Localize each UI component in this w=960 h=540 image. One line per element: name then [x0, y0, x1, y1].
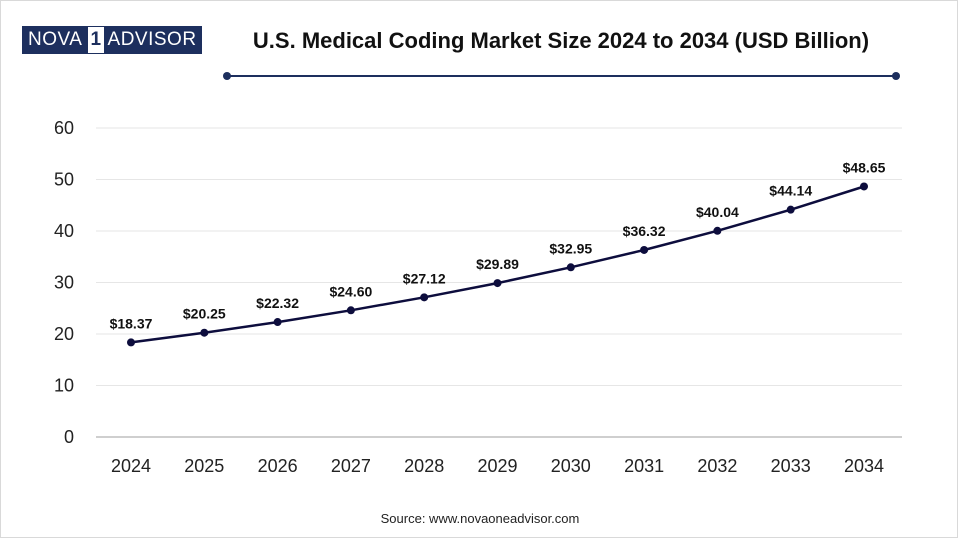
data-points — [127, 182, 868, 347]
data-label-2025: $20.25 — [183, 306, 226, 322]
y-tick-label: 20 — [54, 324, 74, 344]
data-label-2029: $29.89 — [476, 256, 519, 272]
data-point-2031 — [640, 245, 649, 254]
x-tick-label: 2032 — [697, 456, 737, 476]
logo-text-advisor: ADVISOR — [104, 27, 201, 53]
x-tick-label: 2033 — [771, 456, 811, 476]
x-tick-label: 2024 — [111, 456, 151, 476]
x-tick-label: 2034 — [844, 456, 884, 476]
x-tick-label: 2026 — [258, 456, 298, 476]
nova-one-advisor-logo: NOVA 1 ADVISOR — [22, 26, 202, 54]
logo-text-one: 1 — [87, 27, 105, 53]
data-label-2028: $27.12 — [403, 270, 446, 286]
y-tick-label: 50 — [54, 170, 74, 190]
data-label-2026: $22.32 — [256, 295, 299, 311]
data-point-2032 — [713, 226, 722, 235]
data-point-2026 — [273, 318, 282, 327]
x-tick-label: 2027 — [331, 456, 371, 476]
data-point-2030 — [566, 263, 575, 272]
data-point-2034 — [860, 182, 868, 191]
data-labels: $18.37 $20.25 $22.32 $24.60 $27.12 $29.89 $32.… — [110, 159, 886, 331]
x-axis: 2024 2025 2026 2027 2028 2029 2030 2031 2032 2033… — [111, 456, 884, 476]
data-label-2034: $48.65 — [843, 159, 886, 175]
chart-title: U.S. Medical Coding Market Size 2024 to … — [252, 28, 870, 53]
y-tick-label: 10 — [54, 376, 74, 396]
y-tick-label: 40 — [54, 221, 74, 241]
x-tick-label: 2028 — [404, 456, 444, 476]
data-point-2027 — [346, 306, 355, 315]
y-tick-label: 60 — [54, 118, 74, 138]
source-note: Source: www.novaoneadvisor.com — [380, 511, 580, 526]
data-label-2031: $36.32 — [623, 223, 666, 239]
data-label-2030: $32.95 — [549, 240, 592, 256]
data-point-2033 — [786, 205, 795, 214]
data-label-2027: $24.60 — [329, 283, 372, 299]
logo-text-nova: NOVA — [23, 27, 88, 53]
x-tick-label: 2030 — [551, 456, 591, 476]
data-point-2024 — [127, 338, 135, 347]
y-tick-label: 0 — [64, 427, 74, 447]
data-label-2033: $44.14 — [769, 183, 812, 199]
data-point-2029 — [493, 279, 502, 288]
y-axis: 0 10 20 30 40 50 60 — [54, 118, 74, 447]
y-tick-label: 30 — [54, 273, 74, 293]
data-label-2024: $18.37 — [110, 315, 153, 331]
x-tick-label: 2029 — [477, 456, 517, 476]
data-point-2025 — [200, 328, 209, 337]
data-point-2028 — [420, 293, 429, 302]
x-tick-label: 2025 — [184, 456, 224, 476]
data-label-2032: $40.04 — [696, 204, 739, 220]
x-tick-label: 2031 — [624, 456, 664, 476]
